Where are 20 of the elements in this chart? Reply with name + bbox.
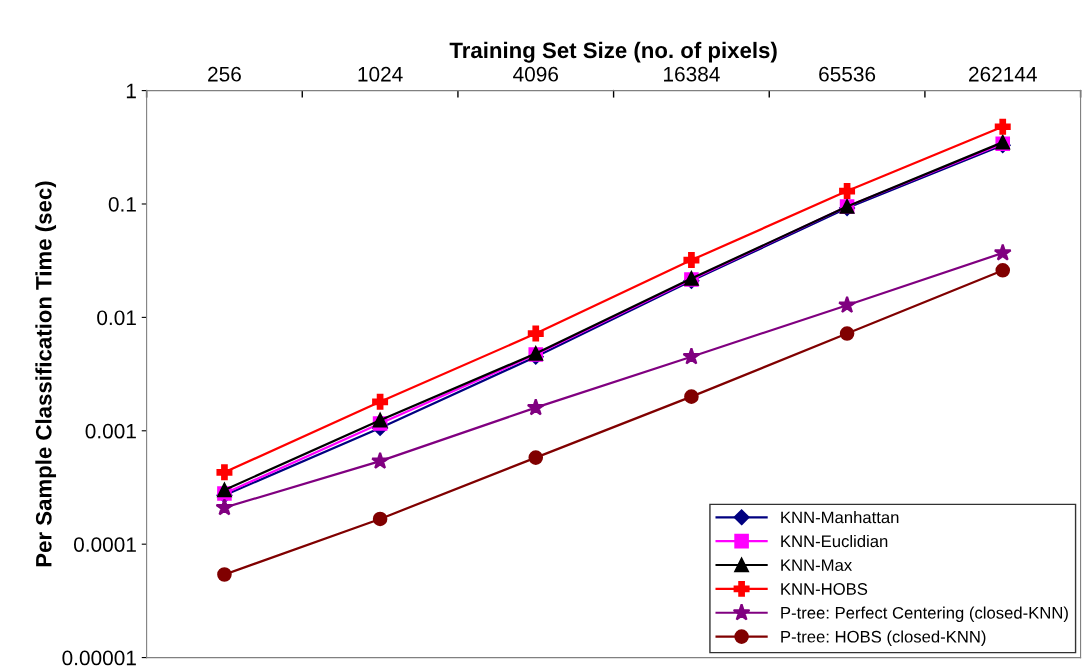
x-tick-label: 4096 [513,66,559,82]
y-tick-label: 0.01 [97,310,136,326]
y-tick-label: 1 [126,83,136,99]
y-tick-label: 0.00001 [62,650,136,666]
legend-label: P-tree: HOBS (closed-KNN) [781,630,986,646]
y-tick-label: 0.1 [108,196,136,212]
y-axis-title: Per Sample Classification Time (sec) [35,181,57,567]
legend-label: KNN-Max [781,559,852,572]
legend-label: KNN-HOBS [781,583,868,595]
y-tick-label: 0.001 [85,423,136,439]
x-tick-label: 262144 [969,66,1037,82]
x-tick-label: 1024 [358,66,403,82]
legend-label: KNN-Manhattan [781,511,899,524]
x-tick-label: 256 [208,66,241,82]
x-tick-label: 65536 [819,66,876,82]
legend-label: P-tree: Perfect Centering (closed-KNN) [781,606,1068,623]
x-axis-title: Training Set Size (no. of pixels) [449,41,777,63]
x-tick-label: 16384 [664,66,720,82]
legend-label: KNN-Euclidian [781,534,888,548]
y-tick-label: 0.0001 [73,537,136,552]
